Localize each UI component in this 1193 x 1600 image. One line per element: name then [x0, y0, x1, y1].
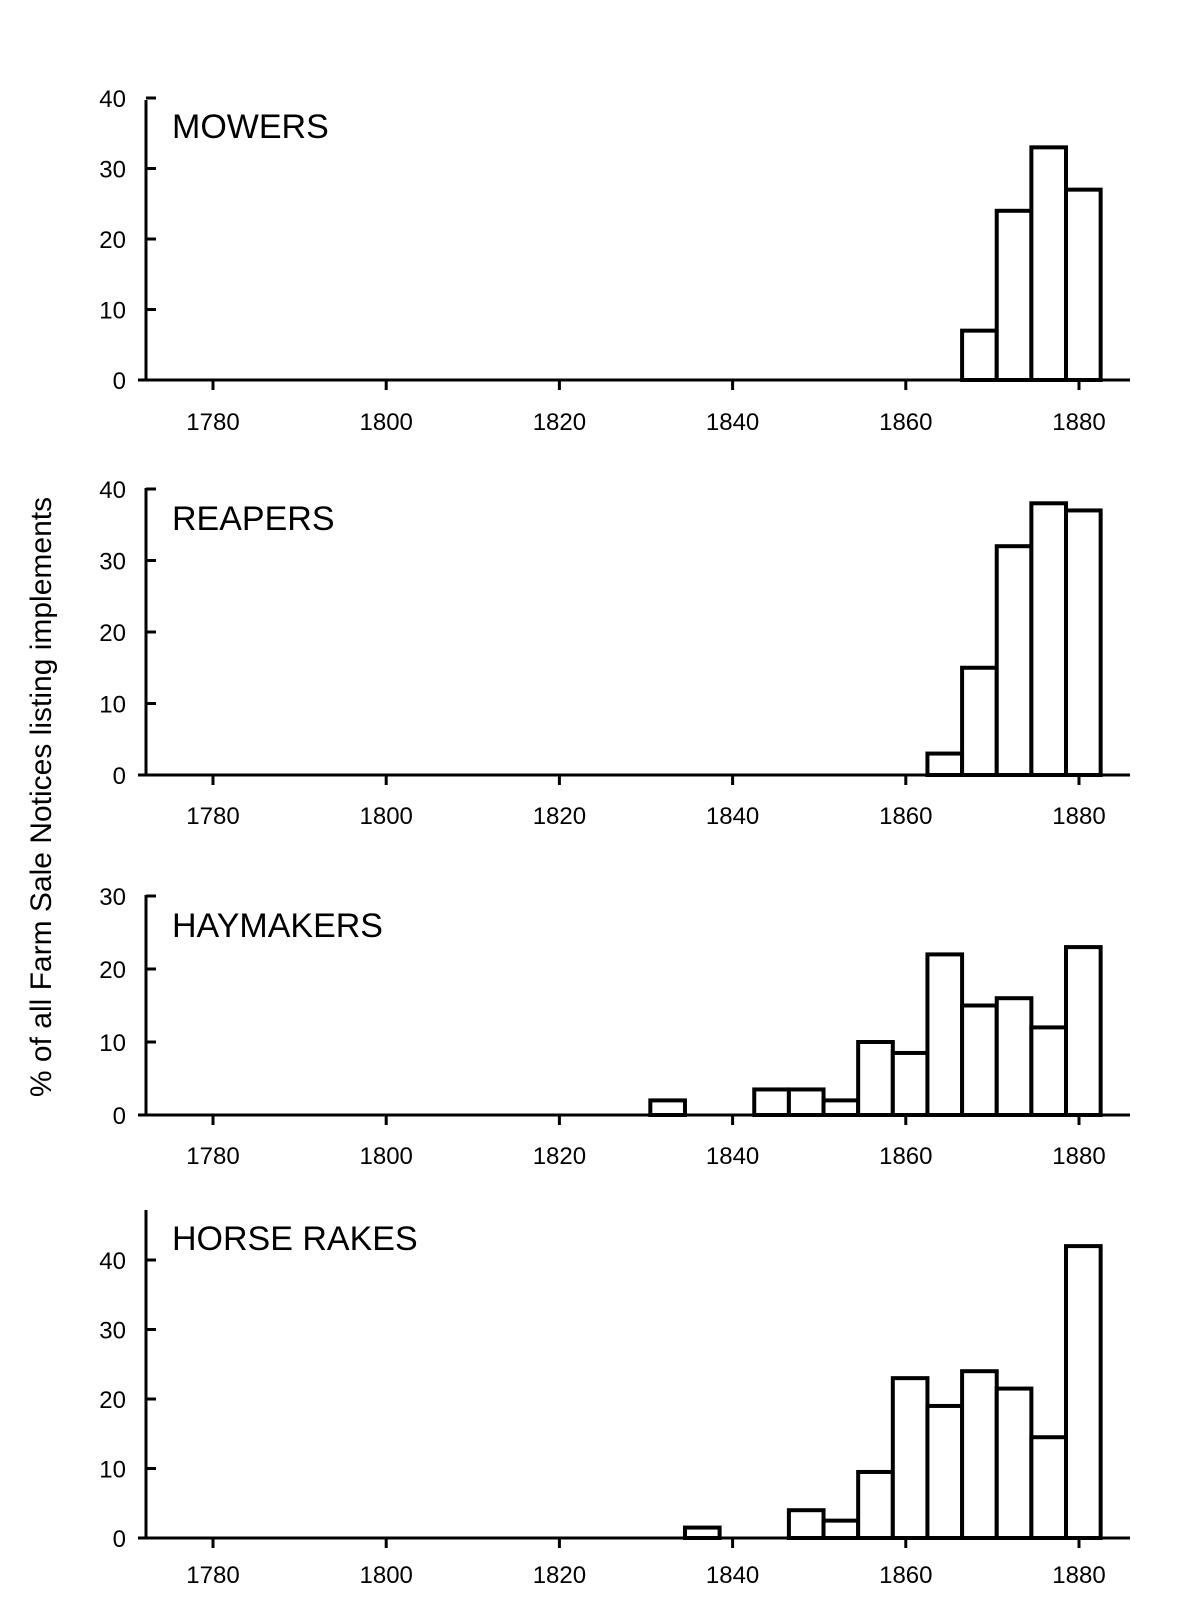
panel-title: HORSE RAKES [172, 1220, 418, 1258]
x-tick-label: 1800 [360, 409, 413, 436]
y-tick-label: 0 [113, 1526, 126, 1553]
x-tick-label: 1820 [533, 409, 586, 436]
bar [925, 1403, 965, 1540]
bar [1064, 508, 1103, 777]
bar [821, 1098, 861, 1118]
x-tick-label: 1840 [706, 409, 759, 436]
y-tick-label: 10 [99, 1030, 126, 1057]
bar [1029, 145, 1069, 382]
panel-mowers: 0 10 20 30 40 1780 1800 1820 1840 1860 1880 MOWERS [99, 86, 1130, 436]
y-tick-label: 0 [113, 368, 126, 395]
y-tick-label: 30 [99, 157, 126, 184]
bar [994, 208, 1034, 382]
y-tick-label: 0 [113, 1103, 126, 1130]
bar [1064, 945, 1103, 1117]
y-tick-label: 30 [99, 884, 126, 911]
x-tick-label: 1820 [533, 803, 586, 830]
x-tick-label: 1800 [360, 803, 413, 830]
bar [856, 1040, 895, 1117]
panel-title: HAYMAKERS [172, 907, 383, 945]
bar [1029, 1435, 1069, 1540]
y-tick-label: 10 [99, 1457, 126, 1484]
bar [1064, 187, 1103, 382]
bar [960, 1003, 999, 1117]
bar [925, 751, 965, 777]
bar [994, 544, 1034, 778]
y-tick-label: 20 [99, 227, 126, 254]
panel-haymakers: 0 10 20 30 1780 1800 1820 1840 1860 1880 HAYMAKERS [99, 884, 1130, 1170]
x-tick-label: 1880 [1052, 409, 1105, 436]
bar [1064, 1244, 1103, 1540]
bar [890, 1050, 930, 1117]
x-tick-label: 1840 [706, 803, 759, 830]
panel-title: MOWERS [172, 108, 329, 146]
bar [648, 1098, 687, 1118]
panel-horse-rakes: 0 10 20 30 40 1780 1800 1820 1840 1860 1880 HORSE R… [99, 1210, 1130, 1589]
x-tick-label: 1840 [706, 1143, 759, 1170]
y-tick-label: 20 [99, 1387, 126, 1414]
panel-title: REAPERS [172, 500, 335, 538]
bar [994, 1386, 1034, 1540]
bar [752, 1087, 791, 1117]
x-tick-label: 1780 [186, 409, 239, 436]
x-tick-label: 1860 [879, 409, 932, 436]
bar [856, 1469, 895, 1540]
y-tick-label: 20 [99, 957, 126, 984]
panel-reapers: 0 10 20 30 40 1780 1800 1820 1840 1860 1880 REAPERS [99, 477, 1130, 830]
bar [1029, 501, 1069, 777]
x-tick-label: 1880 [1052, 1562, 1105, 1589]
x-tick-label: 1800 [360, 1143, 413, 1170]
y-tick-label: 30 [99, 1318, 126, 1345]
bar [786, 1087, 826, 1117]
x-tick-label: 1800 [360, 1562, 413, 1589]
bar [682, 1525, 722, 1540]
bar [925, 952, 965, 1118]
y-axis-label: % of all Farm Sale Notices listing imple… [25, 496, 58, 1098]
x-tick-label: 1860 [879, 1562, 932, 1589]
y-tick-label: 40 [99, 1248, 126, 1275]
x-tick-label: 1880 [1052, 1143, 1105, 1170]
y-tick-label: 10 [99, 298, 126, 325]
y-tick-label: 0 [113, 763, 126, 790]
x-tick-label: 1860 [879, 803, 932, 830]
x-tick-label: 1880 [1052, 803, 1105, 830]
x-tick-label: 1860 [879, 1143, 932, 1170]
bar [786, 1508, 826, 1540]
bar [821, 1518, 861, 1540]
x-tick-label: 1820 [533, 1562, 586, 1589]
bar [890, 1376, 930, 1541]
x-tick-label: 1780 [186, 1562, 239, 1589]
x-tick-label: 1820 [533, 1143, 586, 1170]
bar [960, 1369, 999, 1540]
x-tick-label: 1840 [706, 1562, 759, 1589]
y-tick-label: 20 [99, 620, 126, 647]
x-tick-label: 1780 [186, 803, 239, 830]
y-tick-label: 40 [99, 477, 126, 504]
x-tick-label: 1780 [186, 1143, 239, 1170]
bar [1029, 1025, 1069, 1118]
y-tick-label: 30 [99, 549, 126, 576]
bar [960, 328, 999, 382]
bar [994, 996, 1034, 1118]
y-tick-label: 40 [99, 86, 126, 113]
y-tick-label: 10 [99, 692, 126, 719]
bar [960, 665, 999, 777]
